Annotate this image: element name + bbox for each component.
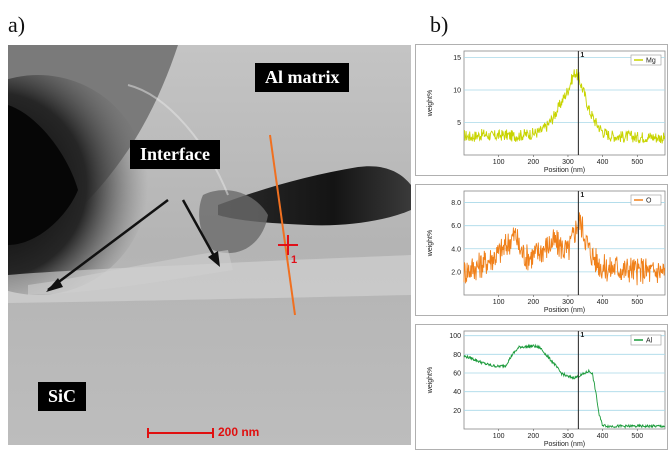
x-tick-label: 300 [562, 433, 574, 440]
y-tick-label: 60 [453, 371, 461, 378]
position-marker-label: 1 [580, 332, 584, 339]
x-tick-label: 200 [527, 159, 539, 166]
y-tick-label: 15 [453, 55, 461, 62]
micrograph-image: 1 [8, 45, 411, 445]
y-tick-label: 80 [453, 352, 461, 359]
y-tick-label: 6.0 [451, 223, 461, 230]
y-tick-label: 20 [453, 408, 461, 415]
profile-chart-al: 20 40 60 80 100 100 200 300 400 500 Position (nm) w… [415, 324, 668, 450]
x-tick-label: 400 [597, 433, 609, 440]
legend-box [630, 54, 662, 66]
label-sic: SiC [38, 382, 87, 411]
x-axis-label: Position (nm) [544, 307, 585, 314]
legend-box [630, 334, 662, 346]
position-marker-label: 1 [580, 52, 584, 59]
profile-chart-mg: 5 10 15 100 200 300 400 500 Position (nm) weight%… [415, 44, 668, 176]
profile-chart-o: 2.0 4.0 6.0 8.0 100 200 300 400 500 Position (nm)… [415, 184, 668, 316]
legend-label: Mg [646, 58, 656, 65]
x-tick-label: 100 [493, 433, 505, 440]
x-tick-label: 500 [631, 433, 643, 440]
x-tick-label: 400 [597, 159, 609, 166]
legend-label: O [646, 198, 652, 205]
y-tick-label: 40 [453, 389, 461, 396]
x-tick-label: 100 [493, 299, 505, 306]
x-tick-label: 300 [562, 159, 574, 166]
x-tick-label: 500 [631, 159, 643, 166]
y-tick-label: 8.0 [451, 200, 461, 207]
y-axis-label: weight% [427, 367, 434, 394]
y-tick-label: 5 [457, 120, 461, 127]
x-tick-label: 300 [562, 299, 574, 306]
x-axis-label: Position (nm) [544, 167, 585, 174]
y-tick-label: 100 [449, 333, 461, 340]
line-marker-label: 1 [291, 254, 297, 266]
x-tick-label: 400 [597, 299, 609, 306]
panel-label-a: a) [8, 12, 26, 37]
series-line-mg [463, 68, 666, 144]
legend-label: Al [646, 338, 653, 345]
y-axis-label: weight% [427, 230, 434, 257]
scale-bar-label: 200 nm [218, 425, 260, 439]
panel-label-b: b) [430, 12, 449, 37]
x-axis-label: Position (nm) [544, 441, 585, 448]
position-marker-label: 1 [580, 192, 584, 199]
x-tick-label: 500 [631, 299, 643, 306]
tem-micrograph: 1 Al matrix Interface SiC 200 nm [8, 45, 411, 445]
y-axis-label: weight% [427, 90, 434, 117]
x-tick-label: 100 [493, 159, 505, 166]
y-tick-label: 4.0 [451, 246, 461, 253]
y-tick-label: 10 [453, 88, 461, 95]
legend-box [630, 194, 662, 206]
series-line-o [463, 212, 666, 286]
x-tick-label: 200 [527, 299, 539, 306]
y-tick-label: 2.0 [451, 269, 461, 276]
plot-area [463, 190, 666, 296]
series-line-al [463, 343, 666, 430]
plot-area [463, 330, 666, 430]
label-al-matrix: Al matrix [255, 63, 350, 92]
x-tick-label: 200 [527, 433, 539, 440]
label-interface: Interface [130, 140, 220, 169]
